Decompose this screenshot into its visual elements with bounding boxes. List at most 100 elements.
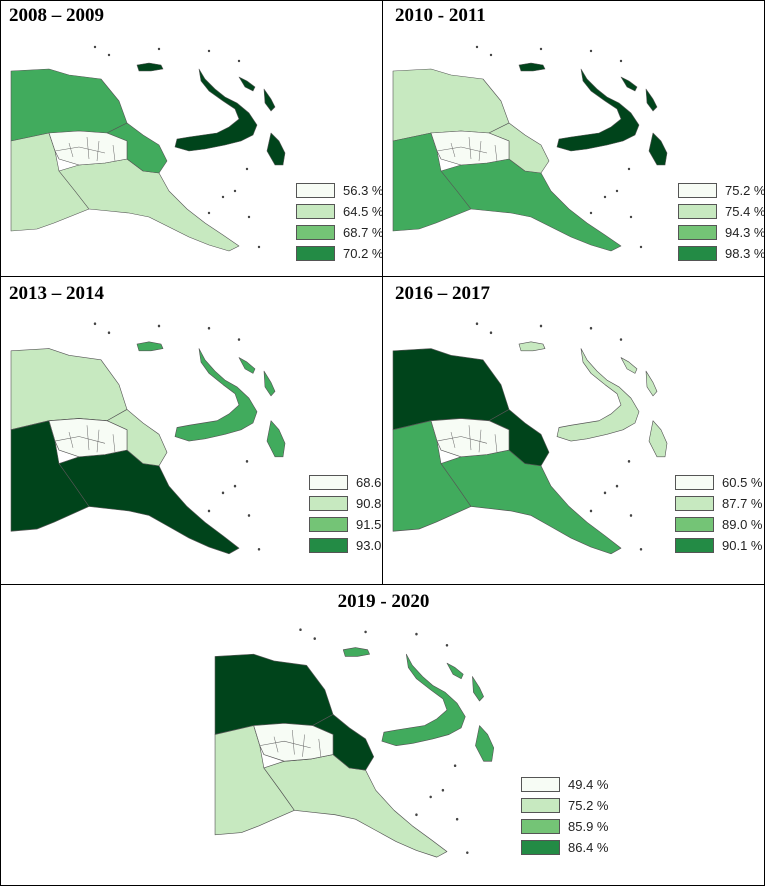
islet <box>475 45 479 49</box>
legend-item: 89.0 % <box>675 515 762 534</box>
islet <box>233 484 237 488</box>
region-islands-b <box>342 647 370 657</box>
panel-title: 2008 – 2009 <box>9 5 104 26</box>
islet <box>603 195 607 199</box>
legend-swatch <box>521 819 560 834</box>
islet <box>475 322 479 326</box>
legend-item: 64.5 % <box>296 202 382 221</box>
islet <box>245 167 249 171</box>
legend-label: 70.2 % <box>343 246 383 261</box>
region-islands-c <box>446 662 464 680</box>
islet <box>466 851 469 855</box>
islet <box>237 59 241 63</box>
panel-title: 2013 – 2014 <box>9 283 104 304</box>
legend-item: 68.6 % <box>309 473 382 492</box>
legend-swatch <box>309 475 348 490</box>
islet <box>247 514 251 517</box>
legend-label: 49.4 % <box>568 777 609 792</box>
islet <box>489 331 493 335</box>
region-south-coast <box>58 449 240 555</box>
islet <box>445 643 449 647</box>
legend-item: 87.7 % <box>675 494 762 513</box>
region-map <box>214 628 495 858</box>
region-islands-c <box>238 76 256 92</box>
legend-item: 90.1 % <box>675 536 762 555</box>
islet <box>629 215 633 219</box>
islet <box>615 189 619 193</box>
legend-label: 68.7 % <box>343 225 383 240</box>
legend-swatch <box>309 517 348 532</box>
islet <box>639 547 643 551</box>
legend-label: 60.5 % <box>722 475 763 490</box>
region-islands-e <box>266 132 286 166</box>
region-west-north <box>10 68 128 142</box>
legend-item: 98.3 % <box>678 244 764 263</box>
islet <box>589 509 593 513</box>
province-border <box>478 429 482 453</box>
province-border <box>273 736 279 753</box>
islet <box>257 547 261 551</box>
map-panel-2019-2020: 2019 - 2020 49.4 % 75.2 % 85.9 % 86.4 % <box>0 584 765 886</box>
region-islands-c <box>238 357 256 374</box>
legend-swatch <box>678 246 717 261</box>
region-islands-d <box>263 88 276 112</box>
province-border <box>112 144 116 162</box>
islet <box>603 491 607 495</box>
legend-label: 90.8 % <box>356 496 382 511</box>
region-islands-b <box>136 341 164 352</box>
province-border <box>96 429 100 453</box>
province-border <box>292 730 295 755</box>
legend-label: 89.0 % <box>722 517 763 532</box>
islet <box>93 322 97 326</box>
legend-label: 56.3 % <box>343 183 383 198</box>
islet <box>233 189 237 193</box>
islet <box>589 326 593 330</box>
region-map <box>392 322 668 555</box>
legend-item: 75.4 % <box>678 202 765 221</box>
legend-item: 94.3 % <box>678 223 764 242</box>
islet <box>93 45 97 49</box>
legend-label: 86.4 % <box>568 840 609 855</box>
islet <box>157 324 161 328</box>
legend-label: 75.4 % <box>725 204 765 219</box>
region-islands-a <box>381 653 466 746</box>
legend-swatch <box>296 225 335 240</box>
legend-item: 86.4 % <box>521 838 608 857</box>
legend-item: 70.2 % <box>296 244 383 263</box>
legend-item: 91.5 % <box>309 515 382 534</box>
islet <box>207 509 211 513</box>
islet <box>257 245 261 249</box>
region-islands-a <box>556 348 640 442</box>
islet <box>207 49 211 53</box>
legend-swatch <box>675 517 714 532</box>
region-islands-e <box>648 132 668 166</box>
islet <box>237 338 241 341</box>
islet <box>453 764 457 768</box>
islet <box>619 338 623 341</box>
region-islands-e <box>475 725 495 762</box>
province-border <box>54 436 106 444</box>
region-islands-c <box>620 76 638 92</box>
region-south-coast <box>58 158 240 252</box>
province-border <box>450 142 456 158</box>
region-islands-e <box>648 420 668 458</box>
region-islands-b <box>518 62 546 72</box>
legend-item: 85.9 % <box>521 817 608 836</box>
province-border <box>302 734 305 757</box>
region-west-north <box>214 653 334 735</box>
legend-swatch <box>678 183 717 198</box>
map-panel-2008-2009: 2008 – 2009 56.3 % 64.5 % 68.7 % 70.2 % <box>0 0 383 277</box>
region-map <box>10 322 286 555</box>
province-border <box>494 434 498 453</box>
islet <box>207 326 211 330</box>
islet <box>539 324 543 328</box>
legend-swatch <box>309 538 348 553</box>
islet <box>247 215 251 219</box>
region-west-north <box>10 348 128 431</box>
province-border <box>436 436 488 444</box>
legend: 75.2 % 75.4 % 94.3 % 98.3 % <box>678 181 765 265</box>
islet <box>441 788 445 792</box>
panel-title: 2019 - 2020 <box>337 591 430 612</box>
region-islands-d <box>263 370 276 397</box>
legend-label: 75.2 % <box>568 798 609 813</box>
